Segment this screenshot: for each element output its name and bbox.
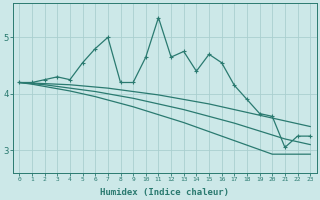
X-axis label: Humidex (Indice chaleur): Humidex (Indice chaleur)	[100, 188, 229, 197]
